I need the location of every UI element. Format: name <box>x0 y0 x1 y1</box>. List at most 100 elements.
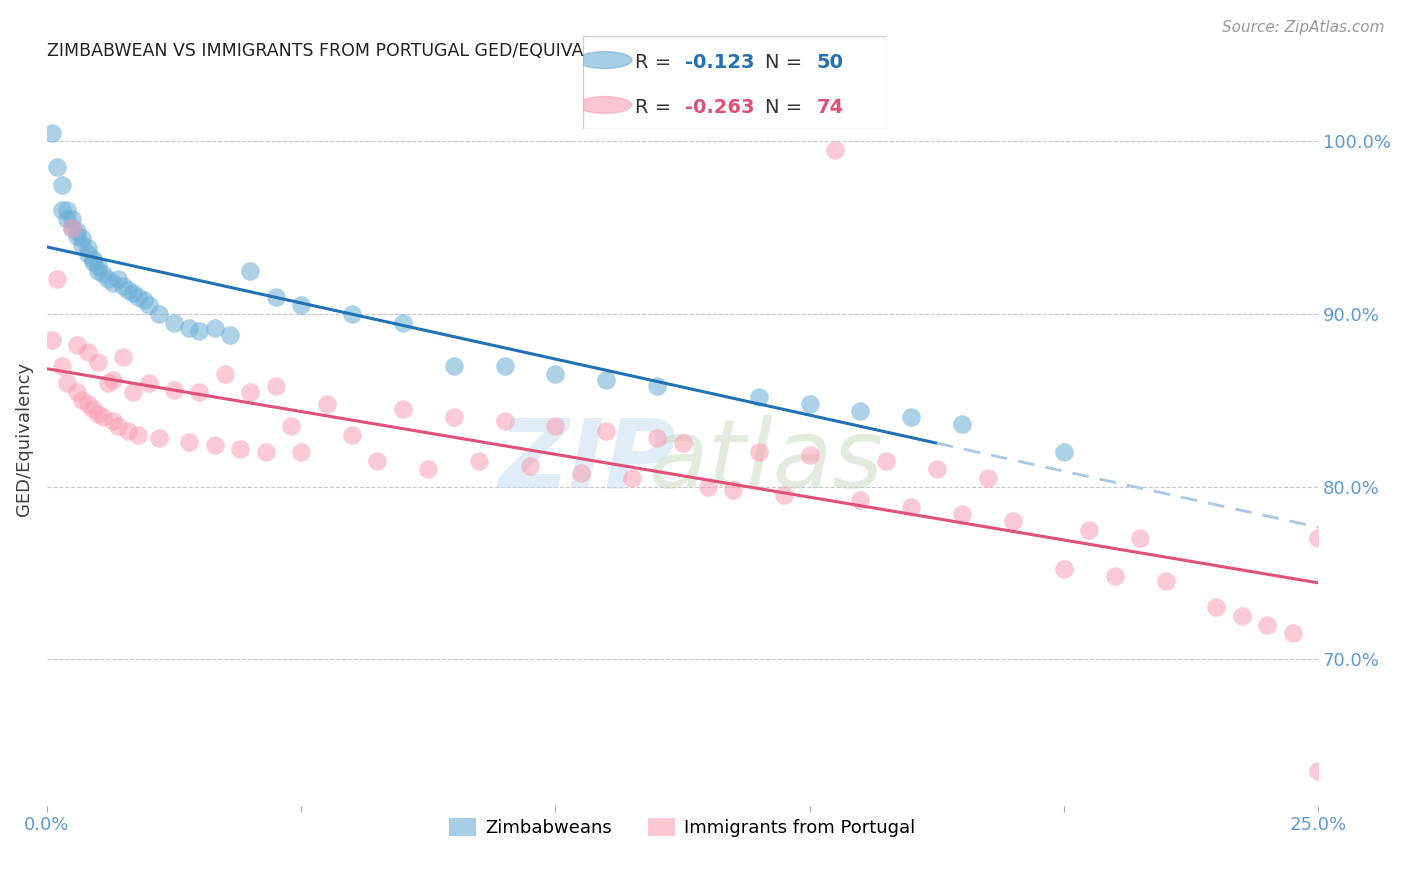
Point <box>82 252 104 266</box>
Point <box>595 425 617 439</box>
Point <box>773 488 796 502</box>
Point <box>315 397 337 411</box>
Point <box>101 372 124 386</box>
Point <box>97 272 120 286</box>
Point <box>1078 523 1101 537</box>
Point <box>56 212 79 227</box>
Text: atlas: atlas <box>648 415 883 508</box>
Point <box>132 293 155 308</box>
Circle shape <box>578 96 631 113</box>
Point <box>72 393 94 408</box>
Point <box>1256 617 1278 632</box>
Point <box>112 279 135 293</box>
Point <box>41 126 63 140</box>
Point <box>900 410 922 425</box>
Point <box>76 345 98 359</box>
Point <box>229 442 252 456</box>
Point <box>340 427 363 442</box>
Point <box>723 483 745 497</box>
Point <box>264 379 287 393</box>
Point <box>117 425 139 439</box>
Point <box>51 178 73 192</box>
Point <box>87 407 110 421</box>
Point <box>51 359 73 373</box>
Point <box>82 255 104 269</box>
FancyBboxPatch shape <box>583 36 886 129</box>
Point <box>875 453 897 467</box>
Point <box>51 203 73 218</box>
Point <box>748 390 770 404</box>
Point <box>1281 626 1303 640</box>
Text: Source: ZipAtlas.com: Source: ZipAtlas.com <box>1222 20 1385 35</box>
Point <box>127 427 149 442</box>
Point <box>97 376 120 390</box>
Point <box>60 220 83 235</box>
Point <box>46 272 69 286</box>
Point <box>56 203 79 218</box>
Point <box>127 290 149 304</box>
Point <box>620 471 643 485</box>
Point <box>239 384 262 399</box>
Point <box>799 449 821 463</box>
Point <box>76 397 98 411</box>
Point <box>72 238 94 252</box>
Point <box>645 431 668 445</box>
Point <box>239 264 262 278</box>
Point <box>290 298 312 312</box>
Point <box>494 414 516 428</box>
Point <box>443 359 465 373</box>
Point <box>60 212 83 227</box>
Point <box>1053 445 1076 459</box>
Point <box>66 338 89 352</box>
Point <box>254 445 277 459</box>
Text: N =: N = <box>765 54 808 72</box>
Point <box>925 462 948 476</box>
Point <box>849 403 872 417</box>
Point <box>117 283 139 297</box>
Point <box>76 246 98 260</box>
Point <box>645 379 668 393</box>
Point <box>748 445 770 459</box>
Point <box>340 307 363 321</box>
Circle shape <box>578 52 631 69</box>
Point <box>101 276 124 290</box>
Point <box>1104 569 1126 583</box>
Point <box>366 453 388 467</box>
Point <box>91 410 114 425</box>
Point <box>1205 600 1227 615</box>
Point <box>87 264 110 278</box>
Point <box>87 355 110 369</box>
Legend: Zimbabweans, Immigrants from Portugal: Zimbabweans, Immigrants from Portugal <box>441 811 922 845</box>
Point <box>179 320 201 334</box>
Point <box>122 286 145 301</box>
Point <box>392 401 415 416</box>
Point <box>569 466 592 480</box>
Point <box>66 229 89 244</box>
Point <box>214 368 236 382</box>
Point <box>290 445 312 459</box>
Point <box>219 327 242 342</box>
Point <box>148 307 170 321</box>
Point <box>950 417 973 432</box>
Point <box>204 438 226 452</box>
Point <box>1129 531 1152 545</box>
Point <box>148 431 170 445</box>
Text: 74: 74 <box>817 98 844 118</box>
Point <box>595 372 617 386</box>
Point <box>671 436 693 450</box>
Point <box>179 434 201 449</box>
Point <box>697 479 720 493</box>
Point <box>976 471 998 485</box>
Point <box>280 419 302 434</box>
Point <box>1154 574 1177 589</box>
Point <box>60 220 83 235</box>
Point <box>66 224 89 238</box>
Text: ZIP: ZIP <box>498 415 676 508</box>
Point <box>112 350 135 364</box>
Point <box>544 419 567 434</box>
Point <box>138 376 160 390</box>
Text: R =: R = <box>636 98 678 118</box>
Point <box>87 259 110 273</box>
Point <box>107 272 129 286</box>
Text: -0.123: -0.123 <box>685 54 754 72</box>
